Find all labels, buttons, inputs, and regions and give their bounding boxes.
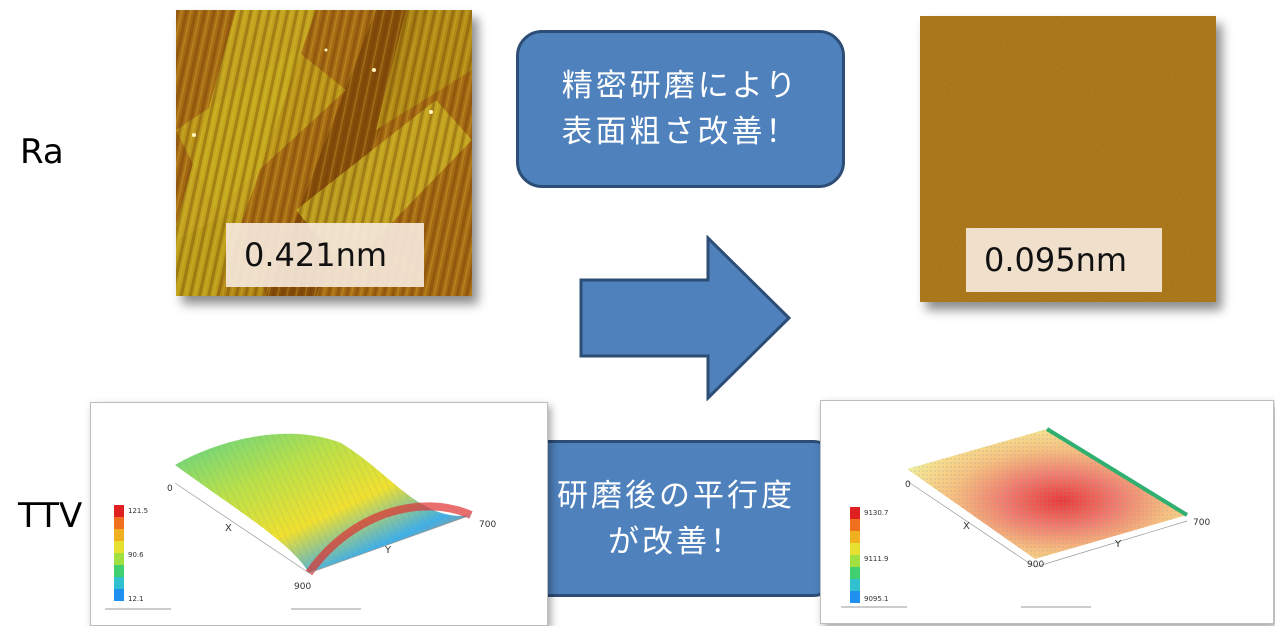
plot-before-legend-min: 12.1 — [128, 595, 144, 603]
callout-parallelism: 研磨後の平行度 が改善！ — [513, 440, 839, 597]
ra-before-value: 0.421nm — [226, 223, 424, 287]
ttv-plot-before: 0 X Y 900 700 121.5 90.6 12.1 — [90, 402, 548, 626]
plot-before-y: Y — [384, 545, 392, 556]
plot-after-legend-max: 9130.7 — [864, 509, 889, 517]
ra-row-label: Ra — [20, 132, 64, 172]
plot-after-legend-min: 9095.1 — [864, 595, 889, 603]
plot-before-x: X — [225, 523, 232, 534]
plot-after-zero: 0 — [905, 480, 911, 490]
ttv-before-surface: 0 X Y 900 700 121.5 90.6 12.1 — [105, 433, 496, 610]
callout-bottom-line1: 研磨後の平行度 — [557, 477, 795, 514]
callout-bottom-line2: が改善！ — [608, 523, 744, 560]
plot-before-700: 700 — [479, 520, 496, 530]
callout-surface-roughness: 精密研磨により 表面粗さ改善！ — [516, 30, 845, 188]
plot-before-zero: 0 — [167, 484, 173, 494]
plot-after-legend: 9130.7 9111.9 9095.1 — [850, 507, 889, 603]
plot-before-legend-mid: 90.6 — [128, 551, 144, 559]
ttv-plot-after: 0 X Y 900 700 9130.7 9111.9 9095.1 — [820, 400, 1274, 624]
ra-after-value: 0.095nm — [966, 228, 1162, 292]
plot-before-legend: 121.5 90.6 12.1 — [114, 505, 148, 603]
plot-after-y: Y — [1114, 539, 1122, 550]
plot-after-700: 700 — [1193, 518, 1210, 528]
callout-top-line1: 精密研磨により — [561, 68, 800, 104]
right-arrow-icon — [579, 235, 792, 401]
afm-image-after: 0.095nm — [920, 16, 1216, 302]
plot-after-900: 900 — [1027, 560, 1044, 570]
plot-after-x: X — [963, 521, 970, 532]
plot-before-900: 900 — [294, 582, 311, 592]
ttv-after-surface: 0 X Y 900 700 9130.7 9111.9 9095.1 — [841, 427, 1210, 608]
plot-after-legend-mid: 9111.9 — [864, 555, 889, 563]
plot-before-legend-max: 121.5 — [128, 507, 148, 515]
callout-top-line2: 表面粗さ改善！ — [561, 114, 800, 150]
ttv-row-label: TTV — [18, 496, 83, 536]
afm-image-before: 0.421nm — [176, 10, 472, 296]
